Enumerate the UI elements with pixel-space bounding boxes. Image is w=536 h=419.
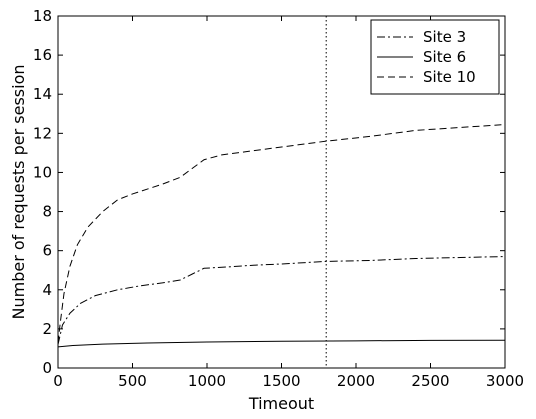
y-tick-label: 14 <box>33 85 52 103</box>
y-tick-label: 6 <box>42 242 52 260</box>
series-group <box>57 124 506 348</box>
x-tick-label: 2500 <box>411 372 449 390</box>
legend-label: Site 3 <box>423 28 466 46</box>
y-axis: 0 2 4 6 8 10 12 14 16 18 <box>33 7 505 377</box>
y-tick-label: 8 <box>42 203 52 221</box>
series-line-3 <box>57 124 506 343</box>
x-axis: 0 500 1000 1500 2000 2500 3000 <box>53 16 524 390</box>
x-tick-label: 500 <box>118 372 147 390</box>
legend-label: Site 10 <box>423 68 476 86</box>
legend: Site 3 Site 6 Site 10 <box>370 19 500 95</box>
legend-label: Site 6 <box>423 48 466 66</box>
series-line-2 <box>57 339 506 348</box>
y-tick-label: 12 <box>33 124 52 142</box>
x-tick-label: 2000 <box>337 372 375 390</box>
x-tick-label: 1500 <box>262 372 300 390</box>
y-tick-label: 10 <box>33 163 52 181</box>
x-tick-label: 0 <box>53 372 63 390</box>
y-tick-label: 18 <box>33 7 52 25</box>
y-tick-label: 4 <box>42 281 52 299</box>
series-line-1 <box>57 256 506 345</box>
x-tick-label: 3000 <box>486 372 524 390</box>
y-tick-label: 16 <box>33 46 52 64</box>
y-tick-label: 2 <box>42 320 52 338</box>
x-tick-label: 1000 <box>188 372 226 390</box>
y-tick-label: 0 <box>42 359 52 377</box>
x-axis-label: Timeout <box>248 394 314 413</box>
y-axis-label: Number of requests per session <box>9 65 28 320</box>
